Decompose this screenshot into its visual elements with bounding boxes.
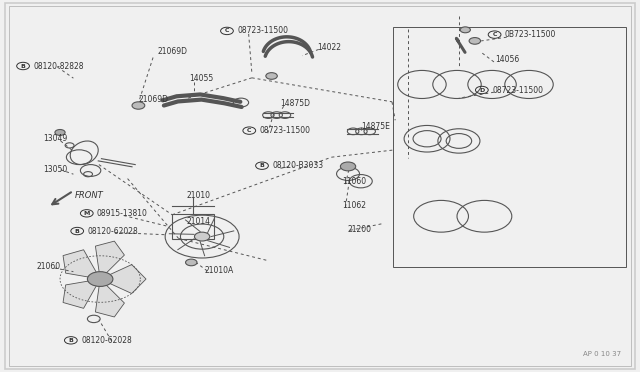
Text: 13050: 13050 — [43, 165, 67, 174]
Text: 11062: 11062 — [342, 201, 366, 210]
Circle shape — [88, 272, 113, 286]
Text: 08723-11500: 08723-11500 — [237, 26, 288, 35]
Text: 11060: 11060 — [342, 177, 367, 186]
Text: 08120-62028: 08120-62028 — [81, 336, 132, 345]
Text: 21014: 21014 — [186, 217, 210, 225]
Text: AP 0 10 37: AP 0 10 37 — [582, 350, 621, 357]
Text: 08723-11500: 08723-11500 — [259, 126, 310, 135]
Polygon shape — [95, 241, 124, 279]
Text: 08120-B3033: 08120-B3033 — [272, 161, 323, 170]
Polygon shape — [63, 250, 100, 279]
Polygon shape — [63, 279, 100, 308]
Text: B: B — [68, 338, 74, 343]
Text: C: C — [247, 128, 252, 133]
Text: 08120-62028: 08120-62028 — [88, 227, 138, 235]
Text: FRONT: FRONT — [75, 192, 104, 201]
Text: 14055: 14055 — [189, 74, 214, 83]
Circle shape — [266, 73, 277, 79]
Text: C: C — [225, 28, 229, 33]
Polygon shape — [100, 264, 146, 294]
Text: 08120-82828: 08120-82828 — [33, 61, 84, 71]
Text: 21060: 21060 — [36, 262, 61, 270]
Text: B: B — [75, 228, 79, 234]
Text: 21069D: 21069D — [157, 47, 188, 56]
Text: 14875D: 14875D — [280, 99, 310, 108]
Circle shape — [340, 162, 356, 171]
Text: 21010: 21010 — [186, 191, 210, 200]
Text: 21069D: 21069D — [138, 95, 168, 104]
Text: M: M — [84, 211, 90, 216]
Text: 14875E: 14875E — [362, 122, 390, 131]
Circle shape — [460, 27, 470, 33]
Circle shape — [132, 102, 145, 109]
Text: 13049: 13049 — [43, 134, 67, 142]
Text: 0B723-11500: 0B723-11500 — [505, 30, 556, 39]
Circle shape — [469, 38, 481, 44]
Text: 14022: 14022 — [317, 43, 341, 52]
Text: C: C — [492, 32, 497, 37]
Text: 08723-11500: 08723-11500 — [492, 86, 543, 94]
Circle shape — [186, 259, 197, 266]
Text: 21200: 21200 — [348, 225, 371, 234]
Text: D: D — [479, 87, 484, 93]
Text: 08915-13810: 08915-13810 — [97, 209, 148, 218]
Text: 14056: 14056 — [495, 55, 520, 64]
Circle shape — [195, 232, 210, 241]
Text: 21010A: 21010A — [204, 266, 233, 275]
Text: B: B — [260, 163, 264, 168]
FancyBboxPatch shape — [4, 3, 636, 369]
Polygon shape — [95, 279, 124, 317]
Text: B: B — [20, 64, 26, 68]
Circle shape — [55, 129, 65, 135]
